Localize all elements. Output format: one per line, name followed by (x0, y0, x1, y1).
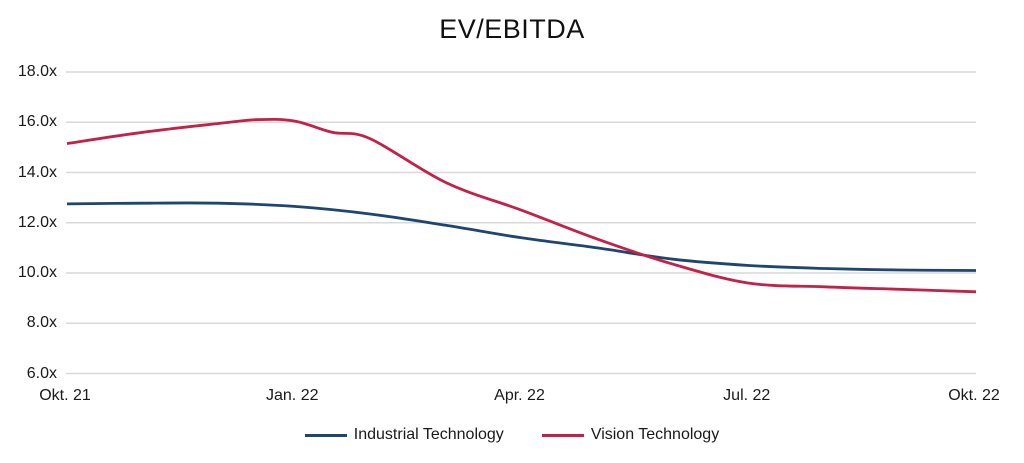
industrial-technology-line-swatch (304, 433, 347, 437)
y-tick-label-16.0x: 16.0x (17, 113, 57, 131)
chart-title: EV/EBITDA (439, 14, 585, 44)
y-tick-label-10.0x: 10.0x (17, 264, 57, 281)
legend-label-vision-technology: Vision Technology (590, 426, 720, 443)
legend: Industrial Technology Vision Technology (0, 426, 1024, 444)
legend-label-industrial-technology: Industrial Technology (353, 426, 504, 443)
legend-item-industrial-technology: Industrial Technology (304, 426, 504, 444)
y-tick-label-6.0x: 6.0x (26, 364, 57, 382)
x-tick-label-apr-22: Apr. 22 (494, 387, 545, 404)
vision-technology-line-swatch (541, 433, 584, 437)
x-tick-label-jan-22: Jan. 22 (266, 387, 319, 404)
y-tick-label-18.0x: 18.0x (17, 63, 57, 80)
y-tick-label-8.0x: 8.0x (26, 314, 57, 332)
y-tick-label-12.0x: 12.0x (17, 213, 57, 231)
series-line-industrial-technology (66, 201, 977, 272)
x-tick-label-okt-22: Okt. 22 (948, 387, 1000, 404)
x-tick-label-okt-21: Okt. 21 (39, 387, 91, 404)
series-line-vision-technology (66, 117, 977, 294)
y-tick-label-14.0x: 14.0x (17, 163, 57, 181)
legend-item-vision-technology: Vision Technology (541, 426, 720, 444)
x-tick-label-jul-22: Jul. 22 (723, 387, 771, 404)
